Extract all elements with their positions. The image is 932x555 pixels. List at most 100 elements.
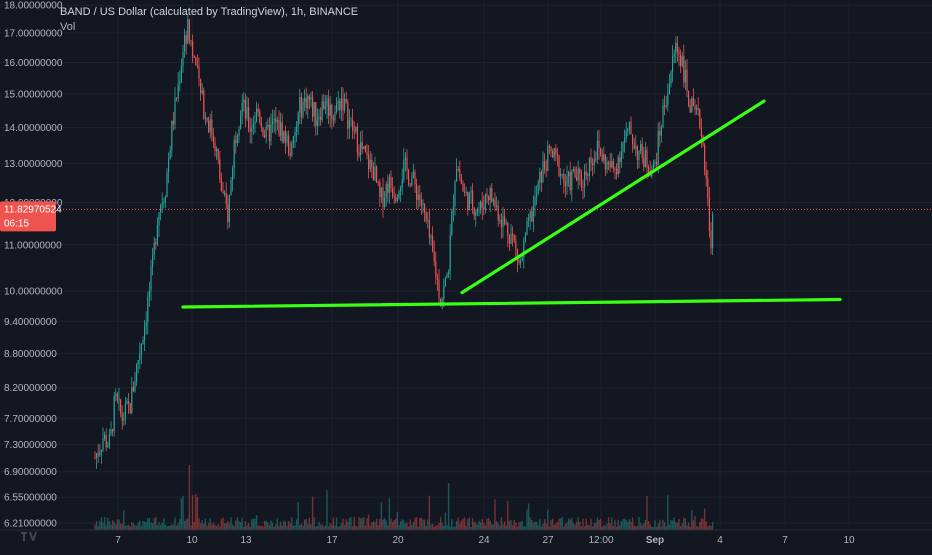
volume-bar	[409, 519, 411, 530]
y-tick-label: 6.90000000	[4, 467, 57, 478]
candle-body	[604, 154, 606, 170]
volume-bar	[183, 520, 186, 530]
candle-body	[240, 115, 242, 129]
volume-bar	[489, 520, 491, 530]
volume-bar	[411, 525, 413, 530]
candle-body	[310, 96, 312, 100]
candle-body	[401, 179, 403, 188]
candle-body	[436, 277, 438, 280]
volume-bar	[659, 519, 661, 530]
volume-bar	[270, 520, 272, 530]
candle-body	[222, 191, 224, 193]
candle-body	[390, 176, 392, 188]
candle-body	[416, 184, 418, 200]
candle-body	[579, 168, 581, 174]
candle-body	[225, 192, 227, 205]
candle-body	[283, 130, 285, 142]
volume-bar	[467, 519, 469, 530]
volume-bar	[356, 526, 359, 530]
candle-body	[320, 116, 322, 120]
candle-body	[187, 19, 189, 44]
volume-bar	[566, 522, 568, 530]
candle-body	[460, 177, 462, 184]
volume-bar	[593, 523, 595, 530]
candle-body	[318, 116, 320, 120]
candle-body	[444, 277, 446, 287]
candle-body	[361, 142, 363, 149]
candle-body	[251, 128, 253, 132]
volume-bar	[335, 517, 338, 530]
candle-body	[345, 98, 347, 103]
volume-bar	[372, 521, 375, 530]
volume-bar	[371, 522, 373, 530]
candle-body	[163, 201, 165, 204]
candle-body	[356, 126, 358, 153]
candle-body	[558, 155, 560, 177]
volume-bar	[699, 522, 701, 530]
candle-body	[430, 236, 432, 238]
volume-bar	[369, 525, 371, 530]
volume-bar	[516, 526, 519, 530]
x-tick-label: 10	[186, 535, 198, 546]
trendline-support[interactable]	[181, 297, 842, 309]
volume-bar	[263, 520, 266, 530]
volume-bar	[582, 518, 584, 530]
candle-body	[228, 195, 230, 223]
volume-bar	[479, 522, 482, 530]
candle-body	[243, 99, 245, 103]
volume-bar	[606, 523, 608, 530]
volume-bar	[367, 514, 370, 530]
candle-body	[606, 161, 608, 170]
volume-bar	[116, 519, 119, 530]
candle-body	[328, 98, 330, 116]
volume-bar	[254, 518, 256, 530]
volume-bar	[377, 524, 379, 530]
volume-bar	[191, 494, 194, 530]
candle-body	[704, 144, 706, 170]
candle-body	[641, 144, 643, 158]
candle-body	[164, 197, 166, 202]
candle-body	[131, 387, 133, 413]
x-tick-label: 13	[240, 535, 252, 546]
volume-bar	[487, 517, 490, 530]
candle-body	[547, 146, 549, 171]
candle-body	[369, 159, 371, 170]
candle-body	[638, 150, 640, 160]
volume-bar	[340, 522, 343, 530]
volume-bar	[291, 517, 293, 530]
candle-body	[124, 404, 126, 419]
volume-bar	[540, 526, 543, 530]
volume-bar	[548, 526, 551, 530]
volume-bar	[182, 495, 184, 530]
candle-body	[324, 106, 326, 109]
volume-bar	[307, 524, 309, 530]
candle-body	[323, 101, 325, 109]
volume-bar	[649, 524, 651, 530]
volume-bar	[673, 517, 675, 530]
candle-body	[244, 99, 246, 119]
candle-body	[392, 187, 394, 197]
volume-bar	[302, 525, 304, 530]
volume-bar	[553, 524, 555, 530]
trendline-ascending[interactable]	[460, 99, 766, 295]
volume-bar	[494, 499, 496, 530]
candle-body	[272, 120, 274, 125]
tradingview-logo-icon[interactable]	[20, 530, 38, 544]
candle-body	[145, 322, 147, 327]
volume-bar	[478, 520, 480, 530]
candle-body	[292, 136, 294, 143]
volume-bar	[159, 524, 162, 530]
volume-bar	[303, 519, 306, 530]
candle-body	[518, 260, 520, 263]
y-tick-label: 7.30000000	[4, 440, 57, 451]
candle-body	[308, 95, 310, 100]
candle-body	[467, 191, 469, 211]
candle-body	[331, 104, 333, 119]
candle-body	[264, 135, 266, 138]
x-tick-label: 7	[115, 535, 121, 546]
candle-body	[195, 57, 197, 65]
volume-bar	[209, 518, 211, 530]
candle-body	[307, 95, 309, 109]
